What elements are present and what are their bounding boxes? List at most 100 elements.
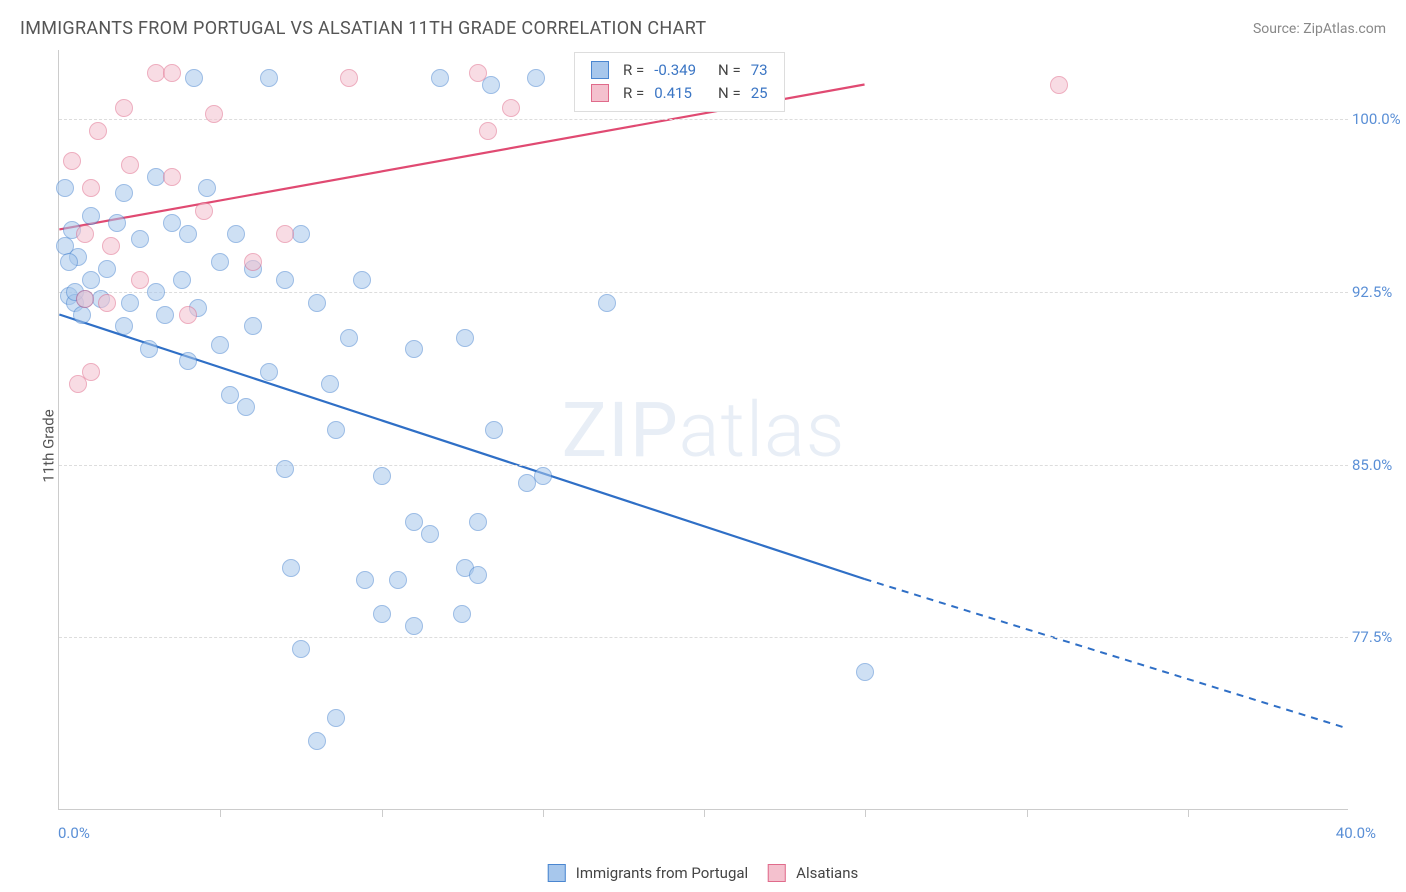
point-alsatian xyxy=(89,122,107,140)
point-portugal xyxy=(115,184,133,202)
point-alsatian xyxy=(98,294,116,312)
point-portugal xyxy=(405,617,423,635)
point-alsatian xyxy=(469,64,487,82)
point-alsatian xyxy=(244,253,262,271)
point-alsatian xyxy=(76,290,94,308)
point-portugal xyxy=(356,571,374,589)
point-portugal xyxy=(211,253,229,271)
point-portugal xyxy=(431,69,449,87)
point-alsatian xyxy=(479,122,497,140)
point-portugal xyxy=(163,214,181,232)
point-portugal xyxy=(321,375,339,393)
legend-swatch-portugal xyxy=(548,864,566,882)
x-tick xyxy=(1188,809,1189,817)
point-portugal xyxy=(131,230,149,248)
legend-label: Immigrants from Portugal xyxy=(576,864,748,882)
source-attribution: Source: ZipAtlas.com xyxy=(1253,21,1386,37)
r-value: -0.349 xyxy=(650,59,700,80)
point-portugal xyxy=(534,467,552,485)
x-tick xyxy=(1027,809,1028,817)
point-portugal xyxy=(179,352,197,370)
point-alsatian xyxy=(163,168,181,186)
point-alsatian xyxy=(195,202,213,220)
point-portugal xyxy=(121,294,139,312)
plot-area: ZIPatlas 77.5%85.0%92.5%100.0% xyxy=(58,50,1348,810)
point-portugal xyxy=(485,421,503,439)
point-portugal xyxy=(389,571,407,589)
point-portugal xyxy=(856,663,874,681)
point-alsatian xyxy=(131,271,149,289)
point-portugal xyxy=(292,225,310,243)
point-portugal xyxy=(60,253,78,271)
point-portugal xyxy=(173,271,191,289)
point-portugal xyxy=(211,336,229,354)
trend-line-portugal-extrapolated xyxy=(865,579,1348,729)
point-portugal xyxy=(276,271,294,289)
point-portugal xyxy=(140,340,158,358)
point-portugal xyxy=(108,214,126,232)
y-tick-label: 92.5% xyxy=(1352,283,1406,301)
x-tick xyxy=(704,809,705,817)
n-value: 73 xyxy=(747,59,772,80)
y-tick-label: 100.0% xyxy=(1352,110,1406,128)
point-portugal xyxy=(276,460,294,478)
point-portugal xyxy=(156,306,174,324)
n-label: N = xyxy=(714,59,745,80)
legend-bottom: Immigrants from Portugal Alsatians xyxy=(548,864,859,882)
gridline xyxy=(59,637,1348,638)
point-alsatian xyxy=(163,64,181,82)
point-portugal xyxy=(198,179,216,197)
point-portugal xyxy=(82,271,100,289)
point-portugal xyxy=(98,260,116,278)
point-portugal xyxy=(237,398,255,416)
point-alsatian xyxy=(82,363,100,381)
point-alsatian xyxy=(205,105,223,123)
point-portugal xyxy=(115,317,133,335)
point-portugal xyxy=(260,363,278,381)
legend-item-alsatians: Alsatians xyxy=(768,864,858,882)
x-tick xyxy=(220,809,221,817)
legend-swatch xyxy=(591,84,609,102)
point-portugal xyxy=(527,69,545,87)
gridline xyxy=(59,465,1348,466)
point-portugal xyxy=(453,605,471,623)
point-portugal xyxy=(327,709,345,727)
point-portugal xyxy=(469,566,487,584)
point-portugal xyxy=(373,605,391,623)
trend-lines xyxy=(59,50,1348,809)
point-portugal xyxy=(73,306,91,324)
point-portugal xyxy=(82,207,100,225)
point-portugal xyxy=(282,559,300,577)
legend-swatch-alsatians xyxy=(768,864,786,882)
point-portugal xyxy=(244,317,262,335)
legend-item-portugal: Immigrants from Portugal xyxy=(548,864,748,882)
correlation-legend: R = -0.349 N = 73 R = 0.415 N = 25 xyxy=(574,52,785,112)
point-portugal xyxy=(227,225,245,243)
point-portugal xyxy=(56,179,74,197)
point-portugal xyxy=(179,225,197,243)
point-alsatian xyxy=(502,99,520,117)
point-alsatian xyxy=(82,179,100,197)
x-tick-label-min: 0.0% xyxy=(58,824,90,842)
point-portugal xyxy=(469,513,487,531)
point-alsatian xyxy=(121,156,139,174)
gridline xyxy=(59,292,1348,293)
n-value: 25 xyxy=(747,82,772,103)
point-alsatian xyxy=(340,69,358,87)
point-portugal xyxy=(327,421,345,439)
chart-title: IMMIGRANTS FROM PORTUGAL VS ALSATIAN 11T… xyxy=(20,18,706,39)
point-portugal xyxy=(185,69,203,87)
point-portugal xyxy=(405,513,423,531)
point-portugal xyxy=(405,340,423,358)
legend-swatch xyxy=(591,61,609,79)
point-portugal xyxy=(56,237,74,255)
point-alsatian xyxy=(1050,76,1068,94)
title-bar: IMMIGRANTS FROM PORTUGAL VS ALSATIAN 11T… xyxy=(20,18,1386,39)
y-tick-label: 77.5% xyxy=(1352,628,1406,646)
point-portugal xyxy=(421,525,439,543)
point-portugal xyxy=(221,386,239,404)
chart-container: IMMIGRANTS FROM PORTUGAL VS ALSATIAN 11T… xyxy=(0,0,1406,892)
y-axis-label: 11th Grade xyxy=(40,409,58,482)
legend-label: Alsatians xyxy=(796,864,858,882)
point-portugal xyxy=(260,69,278,87)
